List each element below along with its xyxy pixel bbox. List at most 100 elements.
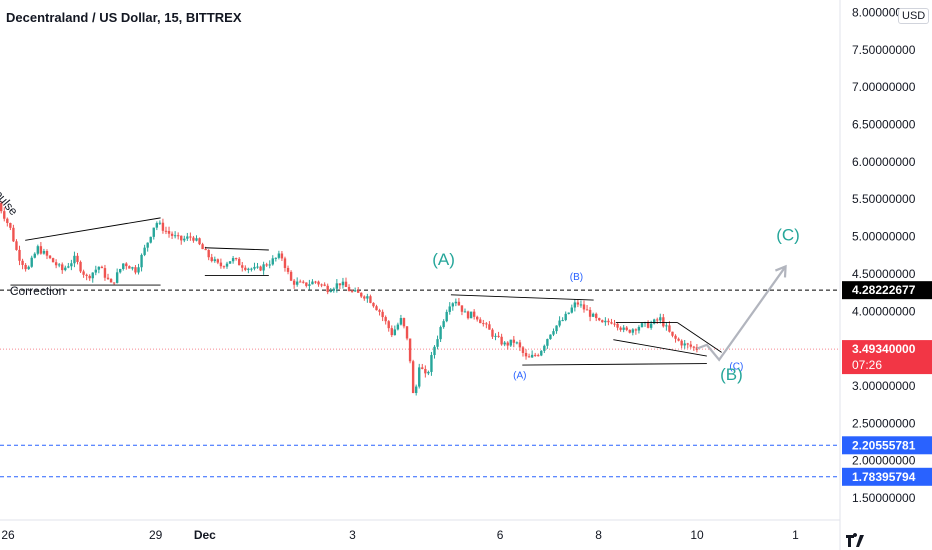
- candle-body: [570, 307, 573, 313]
- candle: [585, 305, 589, 311]
- candle-body: [115, 272, 119, 283]
- candle-body: [283, 258, 287, 268]
- wave-label: Correction: [10, 284, 65, 298]
- candle: [549, 334, 552, 340]
- candle: [524, 349, 528, 360]
- candle: [201, 242, 204, 250]
- candle-body: [552, 331, 555, 335]
- candle-body: [674, 335, 677, 339]
- candle: [213, 256, 216, 263]
- candle: [335, 279, 339, 293]
- candle: [61, 262, 64, 274]
- candle-body: [476, 316, 479, 320]
- candle-body: [3, 211, 6, 219]
- candle-body: [9, 222, 12, 228]
- candle: [9, 222, 12, 231]
- candle-body: [561, 320, 564, 322]
- candle: [164, 226, 168, 235]
- price-label-resistance: 4.28222677: [852, 283, 916, 297]
- candle-body: [344, 281, 348, 287]
- price-tick-label: 2.00000000: [852, 454, 916, 468]
- candle-body: [51, 258, 55, 263]
- candle-body: [170, 233, 174, 236]
- candle-body: [601, 320, 604, 323]
- candle-body: [91, 272, 94, 279]
- candle: [402, 317, 406, 329]
- candle-body: [668, 325, 671, 332]
- candle-body: [350, 291, 354, 293]
- candle: [305, 282, 308, 288]
- candle: [33, 252, 36, 259]
- candle: [125, 262, 128, 270]
- candle-body: [607, 320, 610, 323]
- candle: [289, 270, 293, 282]
- candle: [88, 274, 91, 281]
- candle: [604, 317, 607, 326]
- trendline: [450, 294, 594, 301]
- time-tick-label: 29: [149, 528, 163, 542]
- candle-body: [472, 311, 476, 317]
- candle: [595, 312, 598, 322]
- candle: [656, 317, 659, 324]
- candle: [234, 257, 238, 261]
- candle: [491, 328, 494, 340]
- candle: [692, 345, 696, 351]
- candle: [280, 251, 284, 261]
- candle-body: [652, 319, 656, 324]
- price-tick-label: 4.50000000: [852, 267, 916, 281]
- candle: [646, 320, 650, 329]
- candle: [350, 289, 354, 293]
- candle: [158, 220, 162, 225]
- candle: [610, 318, 613, 325]
- candle: [567, 312, 570, 315]
- candle: [161, 218, 165, 234]
- price-label-box: [842, 467, 932, 486]
- candle-body: [384, 317, 387, 322]
- candle: [15, 239, 18, 251]
- candle: [488, 321, 491, 330]
- candle-body: [442, 321, 445, 328]
- candle-body: [646, 322, 650, 328]
- bar-countdown: 07:26: [852, 358, 882, 372]
- candle-body: [100, 266, 104, 269]
- candle: [625, 325, 628, 332]
- candle-body: [119, 269, 122, 273]
- candle: [494, 333, 497, 341]
- candle: [103, 264, 107, 281]
- candle: [366, 293, 369, 303]
- candle-body: [305, 282, 308, 286]
- candle: [259, 265, 262, 272]
- time-tick-label: 8: [595, 528, 602, 542]
- price-label-support: 1.78395794: [852, 470, 916, 484]
- candle: [320, 283, 323, 288]
- candle-body: [671, 331, 674, 336]
- candle-body: [533, 354, 537, 356]
- candle-body: [94, 269, 97, 273]
- candle-body: [503, 342, 506, 345]
- candle-body: [656, 319, 659, 321]
- candle-body: [15, 241, 18, 250]
- price-label-box: [842, 340, 932, 375]
- candle-body: [106, 277, 110, 279]
- candle: [686, 342, 689, 349]
- candle: [469, 311, 473, 319]
- candle: [344, 277, 348, 288]
- price-label-current: 3.49340000: [852, 342, 916, 356]
- price-tick-label: 5.00000000: [852, 230, 916, 244]
- candle: [555, 325, 558, 334]
- candle: [3, 207, 6, 222]
- candle: [503, 341, 506, 347]
- candle: [48, 255, 52, 260]
- candle-body: [79, 261, 82, 272]
- candle: [659, 313, 662, 324]
- candle: [6, 217, 9, 227]
- candle: [152, 227, 155, 240]
- currency-button[interactable]: USD: [898, 8, 930, 24]
- candle-body: [259, 266, 262, 271]
- candle: [314, 280, 317, 284]
- candle-body: [515, 342, 519, 344]
- candle: [79, 260, 82, 274]
- candle: [271, 255, 274, 266]
- price-tick-label: 7.50000000: [852, 43, 916, 57]
